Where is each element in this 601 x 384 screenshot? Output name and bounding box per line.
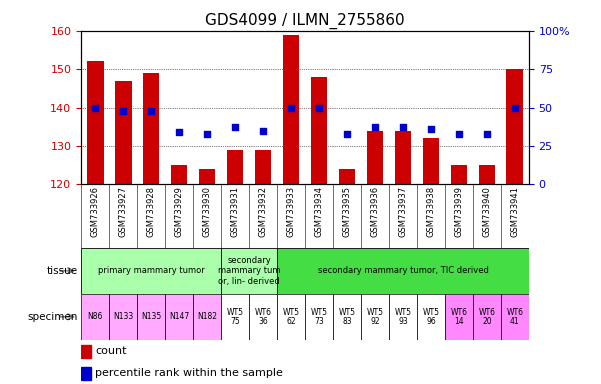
Bar	[478, 165, 495, 184]
Point	[258, 127, 268, 134]
Bar	[367, 131, 383, 184]
Text: N86: N86	[87, 312, 103, 321]
Text: WT5
62: WT5 62	[282, 308, 299, 326]
Bar	[389, 294, 417, 340]
Point	[90, 104, 100, 111]
Text: WT6
14: WT6 14	[450, 308, 468, 326]
Bar	[451, 165, 468, 184]
Text: N133: N133	[113, 312, 133, 321]
Text: GSM733938: GSM733938	[427, 186, 436, 237]
Text: GSM733929: GSM733929	[174, 186, 183, 237]
Point	[146, 108, 156, 114]
Bar	[473, 294, 501, 340]
Point	[398, 124, 407, 131]
Bar	[338, 169, 355, 184]
Bar	[361, 294, 389, 340]
Text: primary mammary tumor: primary mammary tumor	[98, 266, 204, 275]
Bar	[255, 150, 272, 184]
Bar	[193, 294, 221, 340]
Point	[454, 131, 464, 137]
Bar	[137, 294, 165, 340]
Text: count: count	[96, 346, 127, 356]
Text: GSM733935: GSM733935	[343, 186, 352, 237]
Text: WT5
93: WT5 93	[394, 308, 412, 326]
Bar	[277, 294, 305, 340]
Text: WT5
83: WT5 83	[338, 308, 355, 326]
Text: GSM733927: GSM733927	[118, 186, 127, 237]
Text: GSM733933: GSM733933	[287, 186, 296, 237]
Point	[203, 131, 212, 137]
Point	[482, 131, 492, 137]
Bar	[87, 61, 103, 184]
Point	[426, 126, 436, 132]
Bar	[423, 138, 439, 184]
Bar	[115, 81, 132, 184]
Bar	[507, 69, 523, 184]
Title: GDS4099 / ILMN_2755860: GDS4099 / ILMN_2755860	[205, 13, 405, 29]
Text: WT6
41: WT6 41	[507, 308, 523, 326]
Point	[314, 104, 324, 111]
Bar	[277, 248, 529, 294]
Text: GSM733930: GSM733930	[203, 186, 212, 237]
Bar	[305, 294, 333, 340]
Text: WT5
75: WT5 75	[227, 308, 243, 326]
Bar	[199, 169, 216, 184]
Bar	[81, 248, 221, 294]
Bar	[221, 248, 277, 294]
Bar	[221, 294, 249, 340]
Text: percentile rank within the sample: percentile rank within the sample	[96, 368, 283, 378]
Bar	[81, 294, 109, 340]
Bar	[501, 294, 529, 340]
Text: GSM733936: GSM733936	[370, 186, 379, 237]
Point	[174, 129, 184, 135]
Bar	[282, 35, 299, 184]
Bar	[445, 294, 473, 340]
Bar	[142, 73, 159, 184]
Text: GSM733941: GSM733941	[510, 186, 519, 237]
Text: GSM733940: GSM733940	[483, 186, 492, 237]
Text: N135: N135	[141, 312, 161, 321]
Text: WT5
92: WT5 92	[367, 308, 383, 326]
Bar	[227, 150, 243, 184]
Text: secondary
mammary tum
or, lin- derived: secondary mammary tum or, lin- derived	[218, 256, 280, 286]
Point	[510, 104, 520, 111]
Text: N147: N147	[169, 312, 189, 321]
Bar	[165, 294, 193, 340]
Text: GSM733926: GSM733926	[91, 186, 100, 237]
Point	[286, 104, 296, 111]
Bar	[394, 131, 411, 184]
Point	[230, 124, 240, 131]
Bar	[171, 165, 188, 184]
Text: secondary mammary tumor, TIC derived: secondary mammary tumor, TIC derived	[317, 266, 489, 275]
Point	[342, 131, 352, 137]
Bar	[417, 294, 445, 340]
Bar	[81, 345, 91, 358]
Text: GSM733937: GSM733937	[398, 186, 407, 237]
Text: N182: N182	[197, 312, 217, 321]
Bar	[333, 294, 361, 340]
Point	[118, 108, 128, 114]
Bar	[109, 294, 137, 340]
Bar	[311, 77, 328, 184]
Bar	[249, 294, 277, 340]
Text: WT5
96: WT5 96	[423, 308, 439, 326]
Text: GSM733932: GSM733932	[258, 186, 267, 237]
Text: WT6
36: WT6 36	[255, 308, 272, 326]
Point	[370, 124, 380, 131]
Bar	[81, 367, 91, 379]
Text: GSM733931: GSM733931	[231, 186, 240, 237]
Text: tissue: tissue	[47, 266, 78, 276]
Text: GSM733939: GSM733939	[454, 186, 463, 237]
Text: GSM733934: GSM733934	[314, 186, 323, 237]
Text: specimen: specimen	[28, 312, 78, 322]
Text: WT6
20: WT6 20	[478, 308, 495, 326]
Text: WT5
73: WT5 73	[311, 308, 328, 326]
Text: GSM733928: GSM733928	[147, 186, 156, 237]
